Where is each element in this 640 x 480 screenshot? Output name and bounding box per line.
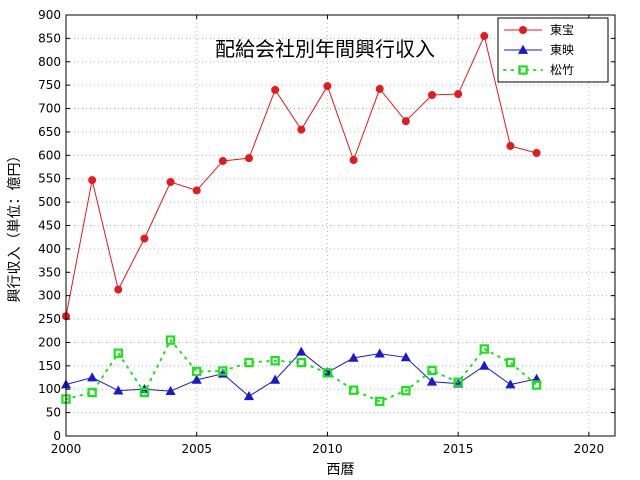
chart-title: 配給会社別年間興行収入 xyxy=(215,37,435,61)
data-point xyxy=(428,90,436,99)
data-point xyxy=(349,156,358,165)
data-point xyxy=(322,368,333,378)
data-point xyxy=(426,376,438,386)
y-tick-label: 550 xyxy=(38,172,61,186)
data-point xyxy=(453,377,463,387)
y-tick-label: 200 xyxy=(38,335,61,349)
legend-label: 松竹 xyxy=(550,63,574,77)
legend-marker xyxy=(519,26,527,34)
data-point xyxy=(88,176,97,185)
data-point xyxy=(531,380,542,390)
data-point xyxy=(348,385,359,395)
data-point xyxy=(375,396,385,407)
data-point xyxy=(218,366,228,376)
data-point xyxy=(114,285,123,294)
y-tick-label: 800 xyxy=(38,55,61,69)
data-point xyxy=(505,357,516,368)
data-point xyxy=(297,125,306,134)
data-point xyxy=(113,348,123,358)
data-point xyxy=(192,186,201,195)
data-point xyxy=(113,385,124,395)
data-point xyxy=(270,355,280,366)
y-tick-label: 450 xyxy=(38,219,61,233)
series-layer xyxy=(60,32,542,407)
y-tick-label: 750 xyxy=(38,78,61,92)
y-tick-label: 500 xyxy=(38,195,61,209)
data-point xyxy=(323,82,332,91)
x-tick-label: 2005 xyxy=(181,442,212,456)
data-point xyxy=(139,387,150,398)
y-tick-label: 0 xyxy=(53,429,61,443)
legend-label: 東宝 xyxy=(550,23,574,37)
data-point xyxy=(192,366,202,377)
data-point xyxy=(166,177,175,186)
data-point xyxy=(87,387,97,398)
y-tick-label: 100 xyxy=(38,382,61,396)
y-tick-label: 900 xyxy=(38,8,61,22)
data-point xyxy=(218,156,227,165)
y-tick-label: 700 xyxy=(38,102,61,116)
axis-ticks: 0 50 100 150 200 250 300 350 400 450 500 550 600 650 7… xyxy=(38,8,615,456)
data-point xyxy=(532,148,541,157)
data-point xyxy=(270,374,281,384)
data-point xyxy=(479,360,490,370)
x-tick-label: 2000 xyxy=(51,442,82,456)
y-tick-label: 250 xyxy=(38,312,61,326)
data-point xyxy=(348,352,359,362)
series-group xyxy=(62,32,541,321)
legend-marker xyxy=(517,44,529,54)
data-point xyxy=(296,346,307,356)
y-tick-label: 50 xyxy=(46,406,61,420)
data-point xyxy=(374,348,385,358)
y-tick-label: 600 xyxy=(38,148,61,162)
y-tick-label: 650 xyxy=(38,125,61,139)
legend-marker xyxy=(518,65,528,75)
series-group xyxy=(60,346,542,401)
data-point xyxy=(505,379,516,389)
data-point xyxy=(454,90,463,99)
data-point xyxy=(244,357,254,368)
data-point xyxy=(243,391,255,401)
x-tick-label: 2020 xyxy=(574,442,605,456)
x-axis-label: 西暦 xyxy=(327,462,355,478)
y-tick-label: 400 xyxy=(38,242,61,256)
data-point xyxy=(401,385,411,396)
data-point xyxy=(296,357,306,368)
y-tick-label: 850 xyxy=(38,31,61,45)
data-point xyxy=(400,352,411,362)
data-point xyxy=(165,385,176,395)
y-tick-label: 300 xyxy=(38,289,61,303)
data-point xyxy=(375,84,384,93)
x-tick-label: 2015 xyxy=(443,442,474,456)
data-point xyxy=(191,374,202,384)
data-point xyxy=(480,32,489,41)
data-point xyxy=(165,335,176,345)
data-point xyxy=(506,141,515,150)
series-group xyxy=(61,335,542,407)
data-point xyxy=(87,372,98,382)
y-axis-label: 興行収入（単位：億円） xyxy=(7,149,23,303)
series-line xyxy=(65,338,538,403)
legend-label: 東映 xyxy=(550,43,574,57)
series-line xyxy=(65,34,537,317)
data-point xyxy=(479,344,489,354)
data-point xyxy=(271,85,280,94)
data-point xyxy=(427,365,437,376)
data-point xyxy=(140,234,149,243)
y-tick-label: 350 xyxy=(38,265,61,279)
data-point xyxy=(245,154,253,163)
x-tick-label: 2010 xyxy=(312,442,343,456)
y-tick-label: 150 xyxy=(38,359,61,373)
data-point xyxy=(401,117,410,126)
